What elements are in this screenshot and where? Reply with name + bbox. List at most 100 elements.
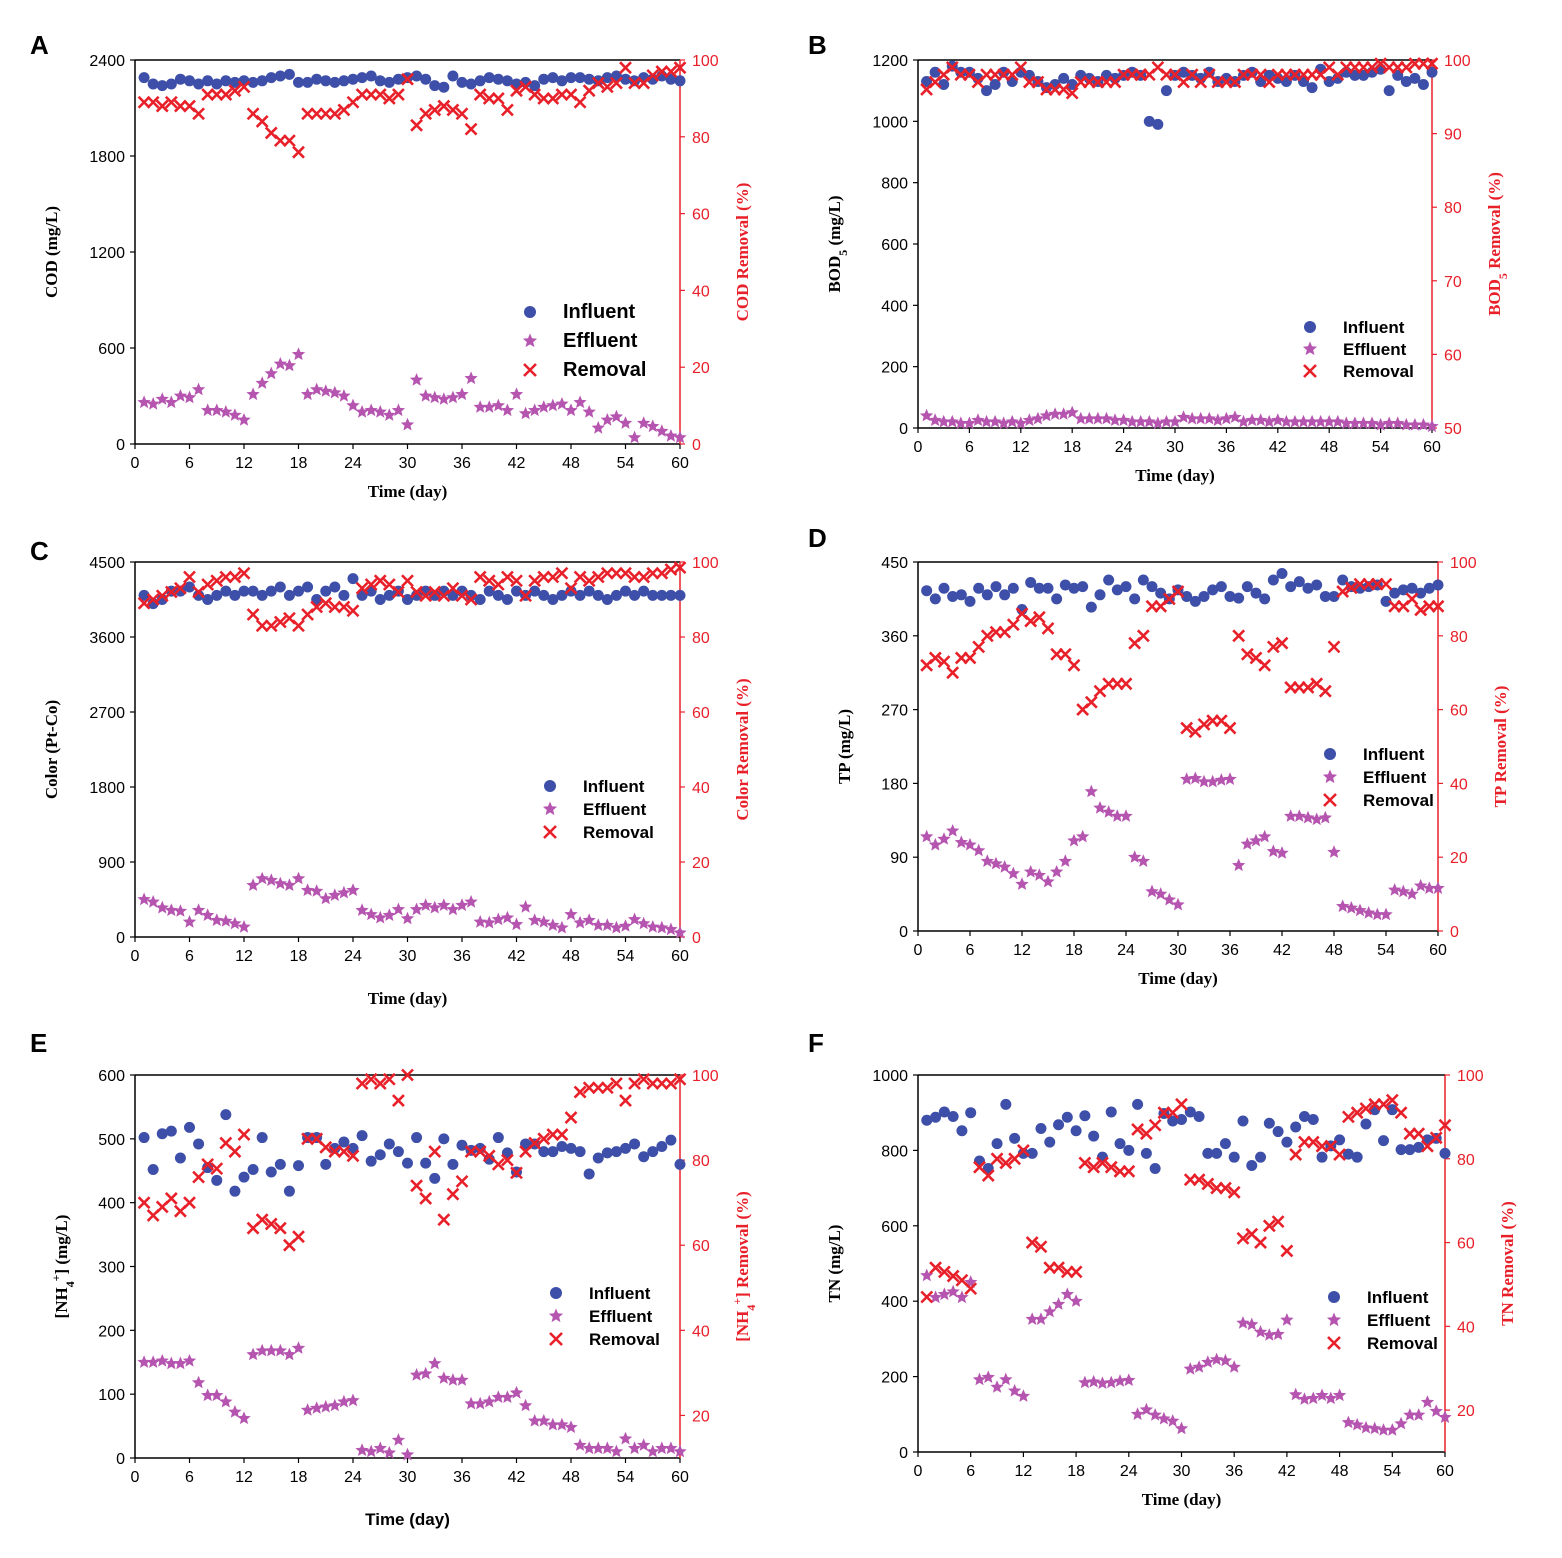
data-point-influent: [492, 73, 504, 85]
data-point-influent: [211, 1174, 223, 1186]
data-point-effluent: [1157, 1411, 1171, 1425]
data-point-effluent: [955, 1290, 969, 1304]
data-point-influent: [383, 76, 395, 88]
data-point-removal: [500, 1153, 514, 1167]
data-point-removal: [437, 99, 451, 113]
x-tick-label: 54: [617, 1469, 635, 1486]
data-point-effluent: [971, 413, 985, 426]
y-tick-label: 1800: [89, 149, 125, 166]
data-point-effluent: [1084, 784, 1098, 798]
data-point-effluent: [1271, 1327, 1285, 1340]
data-point-effluent: [1041, 874, 1055, 888]
data-point-removal: [573, 570, 587, 584]
y-tick-label: 500: [98, 1132, 125, 1149]
y-tick-label: 200: [98, 1323, 125, 1340]
data-point-effluent: [1412, 1408, 1426, 1421]
data-point-influent: [1211, 1147, 1223, 1159]
data-point-effluent: [273, 876, 287, 890]
data-point-removal: [673, 1072, 687, 1086]
data-point-effluent: [282, 878, 297, 891]
data-point-removal: [1289, 1148, 1303, 1162]
data-point-effluent: [1119, 809, 1133, 822]
legend-label-removal: Removal: [583, 823, 654, 842]
y-tick-label: 1200: [872, 53, 908, 70]
data-point-influent: [1017, 1147, 1029, 1159]
y2-tick-label: 60: [1457, 1236, 1475, 1253]
data-point-influent: [429, 1172, 441, 1184]
data-point-influent: [921, 75, 933, 87]
data-point-effluent: [1050, 865, 1064, 878]
data-point-removal: [637, 570, 651, 584]
data-point-removal: [273, 615, 287, 629]
data-point-removal: [201, 1157, 215, 1171]
data-point-influent: [474, 594, 486, 605]
data-point-influent: [220, 585, 232, 597]
series-removal: [920, 1093, 1452, 1304]
data-point-removal: [937, 655, 951, 669]
y2-axis-title: COD Removal (%): [733, 183, 752, 322]
data-point-influent: [447, 1158, 459, 1170]
data-point-influent: [538, 589, 550, 601]
data-point-removal: [473, 88, 487, 101]
data-point-removal: [519, 589, 533, 603]
y-tick-label: 270: [881, 703, 908, 720]
data-point-effluent: [137, 892, 151, 906]
data-point-influent: [583, 585, 595, 597]
data-point-effluent: [137, 1355, 151, 1368]
data-point-removal: [482, 574, 496, 588]
data-point-influent: [1079, 1110, 1091, 1122]
data-point-effluent: [328, 888, 342, 901]
x-tick-label: 18: [290, 1469, 308, 1486]
data-point-influent: [165, 1125, 177, 1137]
data-point-removal: [173, 581, 187, 595]
data-point-effluent: [664, 1441, 678, 1455]
x-tick-label: 42: [508, 455, 526, 472]
data-point-effluent: [1069, 1294, 1083, 1307]
y2-tick-label: 40: [692, 1323, 710, 1340]
x-tick-label: 54: [617, 948, 635, 965]
data-point-effluent: [201, 1388, 215, 1402]
x-tick-label: 24: [1115, 439, 1133, 456]
data-point-removal: [446, 103, 460, 117]
data-point-effluent: [500, 403, 515, 417]
data-point-effluent: [509, 387, 524, 401]
data-point-influent: [1123, 1144, 1135, 1156]
data-point-influent: [529, 80, 541, 92]
data-point-influent: [1178, 66, 1190, 78]
data-point-influent: [220, 1109, 232, 1121]
data-point-influent: [1149, 1162, 1161, 1174]
data-point-influent: [1383, 85, 1395, 97]
data-point-effluent: [1188, 771, 1202, 785]
data-point-influent: [1293, 576, 1305, 588]
x-tick-label: 30: [399, 948, 417, 965]
x-axis-title: Time (day): [368, 989, 448, 1008]
data-point-effluent: [555, 1417, 569, 1431]
x-tick-label: 0: [131, 455, 140, 472]
data-point-removal: [555, 566, 569, 580]
data-point-effluent: [1095, 1376, 1110, 1389]
y2-axis-title: [NH4+] Removal (%): [730, 1191, 758, 1342]
data-point-influent: [456, 1139, 468, 1151]
data-point-influent: [1233, 592, 1245, 604]
data-point-effluent: [1327, 845, 1341, 858]
data-point-effluent: [382, 908, 396, 921]
data-point-removal: [946, 666, 960, 680]
data-point-effluent: [246, 1347, 260, 1361]
data-point-influent: [1250, 587, 1262, 599]
data-point-effluent: [1314, 414, 1328, 428]
data-point-influent: [429, 80, 441, 92]
data-point-influent: [1026, 1147, 1038, 1159]
data-point-effluent: [546, 918, 560, 931]
data-point-influent: [202, 1162, 214, 1174]
data-point-removal: [355, 1077, 369, 1090]
data-point-effluent: [988, 414, 1002, 428]
x-tick-label: 30: [399, 455, 417, 472]
data-point-effluent: [446, 390, 460, 404]
data-point-removal: [1223, 721, 1237, 735]
x-axis-title: Time (day): [368, 482, 448, 501]
data-point-influent: [474, 75, 486, 87]
data-point-influent: [520, 1138, 532, 1150]
data-point-effluent: [155, 1354, 169, 1367]
data-point-influent: [274, 1158, 286, 1170]
data-point-effluent: [237, 413, 251, 426]
